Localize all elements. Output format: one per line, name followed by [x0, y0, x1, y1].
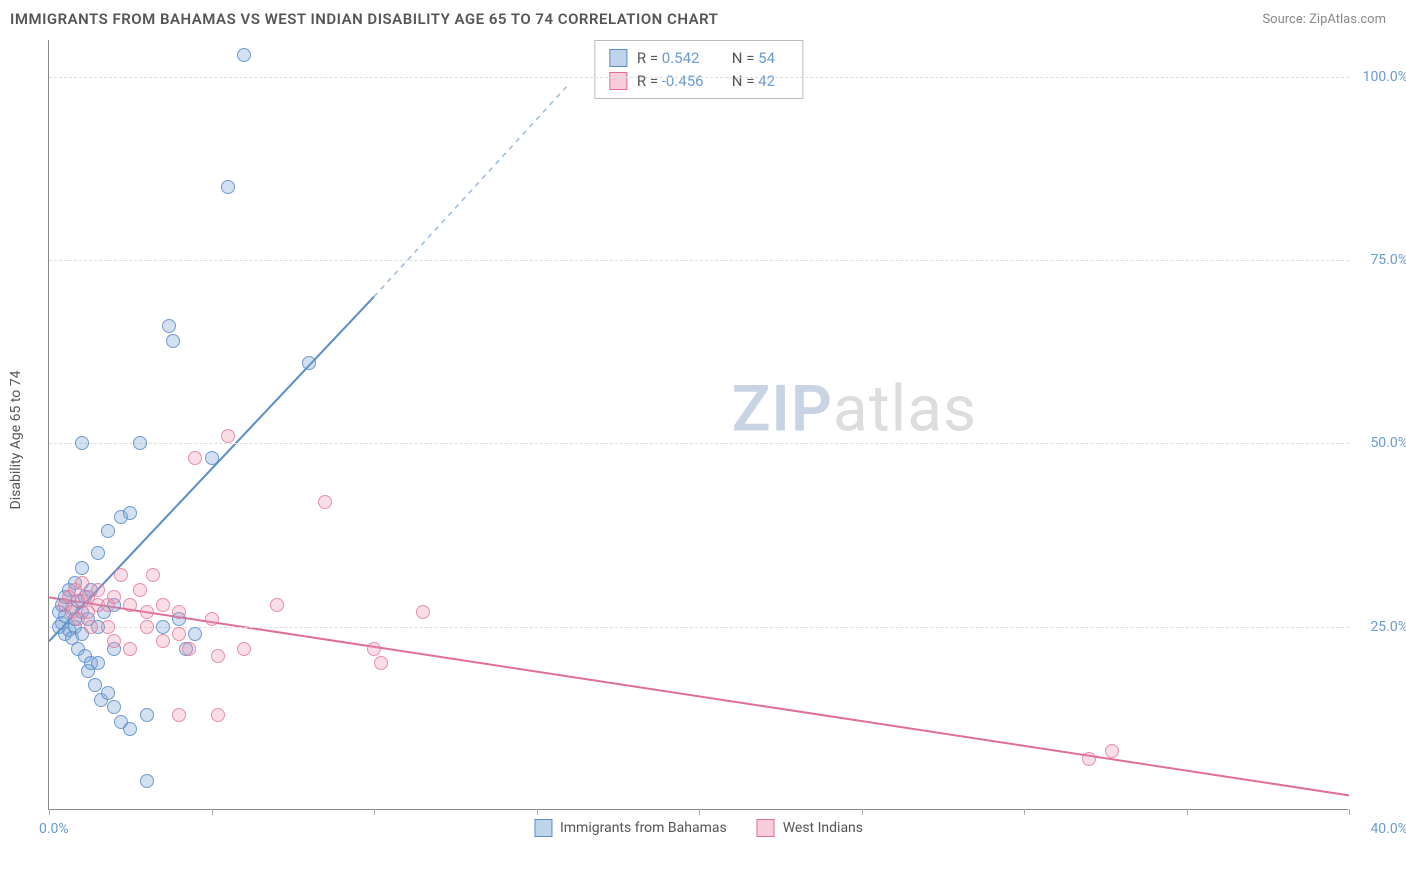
watermark: ZIPatlas [732, 372, 977, 447]
y-axis-label: Disability Age 65 to 74 [8, 371, 24, 510]
data-point [91, 656, 105, 670]
data-point [162, 319, 176, 333]
gridline [49, 77, 1349, 78]
data-point [172, 708, 186, 722]
data-point [302, 356, 316, 370]
x-tick [374, 809, 375, 815]
data-point [101, 620, 115, 634]
stats-row-series-0: R = 0.542 N = 54 [609, 47, 788, 70]
data-point [146, 568, 160, 582]
data-point [123, 722, 137, 736]
data-point [140, 774, 154, 788]
chart-title: IMMIGRANTS FROM BAHAMAS VS WEST INDIAN D… [10, 10, 718, 28]
data-point [318, 495, 332, 509]
data-point [237, 642, 251, 656]
stats-legend-box: R = 0.542 N = 54 R = -0.456 N = 42 [594, 40, 803, 99]
data-point [88, 678, 102, 692]
trendline-extrapolation [374, 84, 569, 297]
data-point [107, 590, 121, 604]
data-point [367, 642, 381, 656]
gridline [49, 260, 1349, 261]
data-point [75, 436, 89, 450]
data-point [237, 48, 251, 62]
data-point [205, 612, 219, 626]
swatch-icon [609, 72, 627, 90]
x-tick [537, 809, 538, 815]
data-point [123, 642, 137, 656]
data-point [188, 627, 202, 641]
x-tick [49, 809, 50, 815]
data-point [172, 605, 186, 619]
gridline [49, 627, 1349, 628]
data-point [140, 620, 154, 634]
series-legend: Immigrants from Bahamas West Indians [534, 819, 863, 837]
x-tick [1187, 809, 1188, 815]
data-point [91, 546, 105, 560]
data-point [221, 180, 235, 194]
data-point [133, 583, 147, 597]
legend-item-series-0: Immigrants from Bahamas [534, 819, 727, 837]
data-point [107, 634, 121, 648]
data-point [123, 598, 137, 612]
gridline [49, 443, 1349, 444]
data-point [270, 598, 284, 612]
data-point [91, 583, 105, 597]
y-tick-label: 50.0% [1370, 435, 1406, 451]
data-point [374, 656, 388, 670]
data-point [156, 634, 170, 648]
data-point [221, 429, 235, 443]
stats-row-series-1: R = -0.456 N = 42 [609, 70, 788, 93]
data-point [1105, 744, 1119, 758]
data-point [140, 605, 154, 619]
data-point [211, 649, 225, 663]
y-tick-label: 25.0% [1370, 619, 1406, 635]
x-tick [862, 809, 863, 815]
correlation-chart: Disability Age 65 to 74 ZIPatlas R = 0.5… [48, 40, 1388, 840]
x-tick [1349, 809, 1350, 815]
x-tick [1024, 809, 1025, 815]
data-point [1082, 752, 1096, 766]
data-point [156, 620, 170, 634]
data-point [140, 708, 154, 722]
data-point [133, 436, 147, 450]
data-point [211, 708, 225, 722]
y-tick-label: 75.0% [1370, 252, 1406, 268]
y-tick-label: 100.0% [1363, 69, 1406, 85]
source-attribution: Source: ZipAtlas.com [1262, 12, 1386, 27]
data-point [84, 620, 98, 634]
data-point [172, 627, 186, 641]
source-link[interactable]: ZipAtlas.com [1309, 12, 1386, 27]
data-point [188, 451, 202, 465]
data-point [101, 686, 115, 700]
x-tick [212, 809, 213, 815]
data-point [101, 524, 115, 538]
data-point [75, 576, 89, 590]
x-axis-min-label: 0.0% [39, 821, 69, 837]
trendlines-layer [49, 40, 1349, 810]
data-point [114, 568, 128, 582]
swatch-icon [609, 49, 627, 67]
data-point [416, 605, 430, 619]
data-point [156, 598, 170, 612]
x-tick [699, 809, 700, 815]
data-point [166, 334, 180, 348]
data-point [205, 451, 219, 465]
legend-item-series-1: West Indians [757, 819, 863, 837]
data-point [123, 506, 137, 520]
plot-area: ZIPatlas R = 0.542 N = 54 R = -0.456 N =… [48, 40, 1348, 810]
data-point [75, 561, 89, 575]
swatch-icon [757, 819, 775, 837]
x-axis-max-label: 40.0% [1370, 821, 1406, 837]
swatch-icon [534, 819, 552, 837]
data-point [182, 642, 196, 656]
data-point [107, 700, 121, 714]
